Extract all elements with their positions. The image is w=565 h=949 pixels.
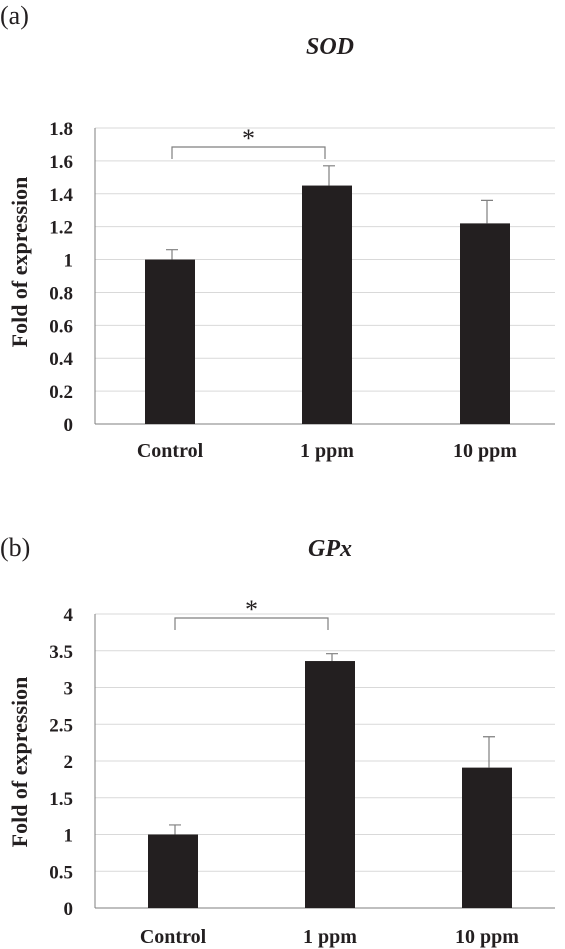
bar-sod-control <box>145 259 195 424</box>
chart-gpx: (b) GPx Fold of expression 0 0.5 1 1.5 2 2.5 3… <box>0 533 555 948</box>
error-bar-gpx-control <box>169 824 181 835</box>
bar-sod-1-ppm <box>302 185 352 424</box>
significance-bracket-gpx <box>174 617 329 630</box>
panel-label-a: (a) <box>0 1 29 30</box>
y-axis-label-sod: Fold of expression <box>7 177 32 348</box>
x-tick-label-sod-control: Control <box>137 440 204 462</box>
x-tick-label-gpx-control: Control <box>140 926 207 948</box>
y-axis-label-gpx: Fold of expression <box>7 677 32 848</box>
bar-gpx-10-ppm <box>462 767 512 908</box>
panel-label-b: (b) <box>0 533 30 562</box>
bar-gpx-control <box>148 834 198 908</box>
y-tick-label-gpx: 2.5 <box>49 715 73 736</box>
significance-marker-gpx: * <box>245 595 258 624</box>
y-tick-label-gpx: 1.5 <box>49 789 73 810</box>
y-tick-label-gpx: 4 <box>64 605 74 626</box>
error-bar-sod-1-ppm <box>323 165 335 186</box>
y-tick-label-sod: 0.6 <box>49 316 73 337</box>
y-tick-label-sod: 0.4 <box>49 349 73 370</box>
y-tick-label-sod: 1 <box>64 251 74 272</box>
y-tick-label-sod: 1.4 <box>49 185 73 206</box>
y-tick-label-gpx: 0 <box>64 899 74 920</box>
plot-area-sod: 0 0.2 0.4 0.6 0.8 1 1.2 1.4 1.6 1.8 Control 1 ppm 10… <box>49 119 555 462</box>
y-tick-label-gpx: 2 <box>64 752 74 773</box>
chart-title-gpx: GPx <box>308 536 352 562</box>
x-tick-label-gpx-10-ppm: 10 ppm <box>455 926 519 948</box>
y-tick-label-sod: 1.2 <box>49 218 73 239</box>
y-tick-label-sod: 0.2 <box>49 382 73 403</box>
y-tick-label-sod: 0 <box>64 415 74 436</box>
error-bar-gpx-10-ppm <box>483 736 495 768</box>
significance-marker-sod: * <box>242 124 255 153</box>
chart-sod: (a) SOD Fold of expression 0 0.2 0.4 0.6 0.8… <box>0 1 555 462</box>
x-tick-label-gpx-1-ppm: 1 ppm <box>303 926 357 948</box>
y-tick-label-sod: 1.8 <box>49 119 73 140</box>
y-tick-label-gpx: 0.5 <box>49 862 73 883</box>
chart-title-sod: SOD <box>306 34 354 60</box>
y-tick-label-gpx: 3 <box>64 679 74 700</box>
y-tick-label-sod: 0.8 <box>49 283 73 304</box>
bar-gpx-1-ppm <box>305 661 355 908</box>
error-bar-gpx-1-ppm <box>326 653 338 662</box>
plot-area-gpx: 0 0.5 1 1.5 2 2.5 3 3.5 4 Control 1 ppm 10 ppm * <box>49 595 555 948</box>
y-tick-label-gpx: 3.5 <box>49 642 73 663</box>
significance-bracket-sod <box>171 146 326 159</box>
x-tick-label-sod-10-ppm: 10 ppm <box>453 440 517 462</box>
x-tick-label-sod-1-ppm: 1 ppm <box>300 440 354 462</box>
error-bar-sod-10-ppm <box>481 199 493 224</box>
error-bar-sod-control <box>166 249 178 260</box>
y-tick-label-gpx: 1 <box>64 826 74 847</box>
bar-sod-10-ppm <box>460 223 510 424</box>
y-tick-label-sod: 1.6 <box>49 152 73 173</box>
